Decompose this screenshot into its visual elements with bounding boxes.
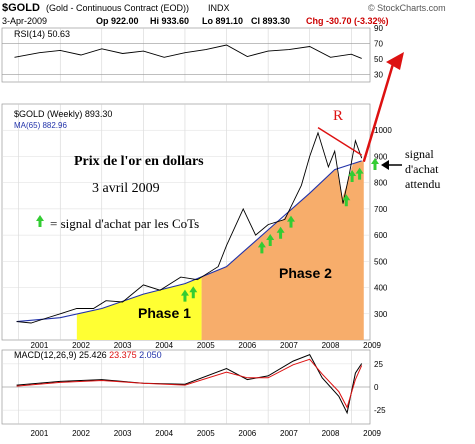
rsi-line [14,44,362,59]
buy-signal-arrow [286,215,295,228]
macd-year-label: 2008 [322,429,340,438]
price-year-label: 2002 [72,341,90,350]
buy-signal-arrow [348,169,357,182]
macd-year-label: 2002 [72,429,90,438]
macd-layer [2,353,370,415]
buy-signal-arrows [36,158,379,302]
price-year-label: 2005 [197,341,215,350]
price-year-label: 2009 [363,341,381,350]
price-tick-label: 600 [374,231,388,240]
symbol-description: (Gold - Continuous Contract (EOD)) [46,3,189,13]
expected-signal-line1: signal [405,147,434,161]
quote-close: Cl 893.30 [251,16,290,26]
breakout-arrow-head [386,52,404,70]
rsi-tick-label: 70 [374,39,383,48]
rsi-panel [1,27,371,83]
legend-buy-signal-arrow [36,215,44,227]
macd-line [16,353,363,415]
macd-tick-label: 0 [374,383,379,392]
gold-price-line [16,131,363,324]
expected-signal-line2: d'achat [405,162,439,176]
macd-year-label: 2004 [155,429,173,438]
quote-low: Lo 891.10 [202,16,243,26]
ma-legend: MA(65) 882.96 [14,121,67,130]
copyright: © StockCharts.com [368,3,446,13]
chart-annotation-date: 3 avril 2009 [92,181,160,196]
rsi-tick-label: 50 [374,55,383,64]
quote-open: Op 922.00 [96,16,139,26]
buy-signal-arrow [276,226,285,239]
quote-high: Hi 933.60 [150,16,189,26]
buy-signal-arrow [342,194,351,207]
price-tick-label: 1000 [374,126,392,135]
price-tick-label: 400 [374,284,388,293]
phase2-label: Phase 2 [279,265,332,281]
quote-change: Chg -30.70 (-3.32%) [306,16,389,26]
phase1-region [76,277,202,340]
price-tick-label: 500 [374,257,388,266]
macd-year-label: 2007 [280,429,298,438]
rsi-legend: RSI(14) 50.63 [14,29,70,39]
rsi-layer [14,44,362,59]
macd-year-label: 2009 [363,429,381,438]
resistance-trendline [317,127,363,156]
price-tick-label: 800 [374,179,388,188]
price-year-label: 2007 [280,341,298,350]
macd-legend: MACD(12,26,9) 25.426 23.375 2.050 [14,350,162,360]
buy-signal-arrow [266,234,275,247]
resistance-label: R [333,108,343,124]
price-layer [16,52,404,324]
quote-date: 3-Apr-2009 [2,16,47,26]
price-year-label: 2006 [238,341,256,350]
phase-regions [76,160,364,340]
expected-buy-signal-arrow [371,158,379,170]
price-year-label: 2004 [155,341,173,350]
price-legend: $GOLD (Weekly) 893.30 [14,109,112,119]
phase1-label: Phase 1 [138,305,191,321]
macd-year-label: 2001 [31,429,49,438]
price-year-label: 2008 [322,341,340,350]
buy-signal-arrow [257,241,266,254]
expected-signal-line3: attendu [405,177,440,191]
rsi-tick-label: 30 [374,70,383,79]
price-year-label: 2001 [31,341,49,350]
exchange: INDX [208,3,230,13]
buy-signal-legend-text: = signal d'achat par les CoTs [50,216,199,231]
price-tick-label: 300 [374,310,388,319]
expected-signal-arrow-head [381,160,389,170]
buy-signal-arrow [180,289,189,302]
macd-tick-label: -25 [374,406,386,415]
macd-tick-label: 25 [374,360,383,369]
price-tick-label: 700 [374,205,388,214]
buy-signal-arrow [189,286,198,299]
macd-year-label: 2006 [238,429,256,438]
buy-signal-arrow [355,167,364,180]
macd-signal-line [16,358,363,409]
chart-annotation-title: Prix de l'or en dollars [74,154,204,169]
ma65-line [16,160,362,323]
macd-year-label: 2005 [197,429,215,438]
symbol: $GOLD [2,2,40,14]
axis-labels: 300 400 500 600 700 800 900 1000 30 50 70 90 -25 0 25 2… [31,24,393,438]
breakout-arrow-shaft [362,63,395,163]
phase2-region [201,160,364,340]
macd-year-label: 2003 [114,429,132,438]
price-year-label: 2003 [114,341,132,350]
price-tick-label: 900 [374,152,388,161]
rsi-tick-label: 90 [374,24,383,33]
